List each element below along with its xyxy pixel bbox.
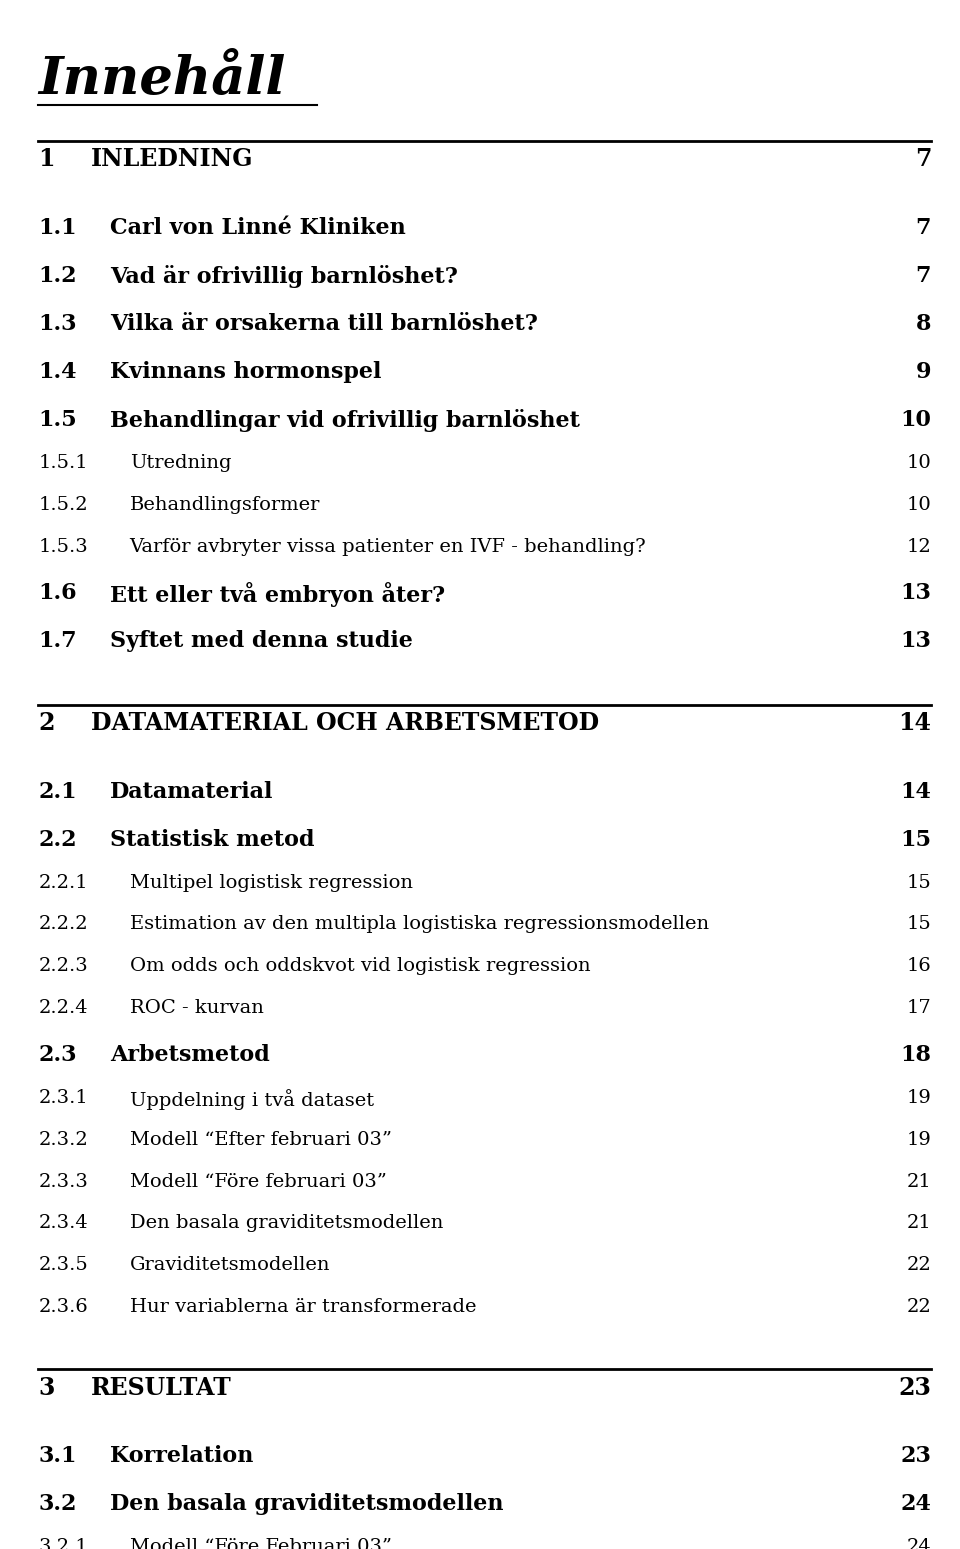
Text: Den basala graviditetsmodellen: Den basala graviditetsmodellen [130,1214,443,1233]
Text: 2.2.2: 2.2.2 [38,915,88,934]
Text: 7: 7 [915,147,931,170]
Text: Modell “Före Februari 03”: Modell “Före Februari 03” [130,1538,392,1549]
Text: Kvinnans hormonspel: Kvinnans hormonspel [110,361,382,383]
Text: 2: 2 [38,711,55,734]
Text: 3.2: 3.2 [38,1493,77,1515]
Text: 15: 15 [906,915,931,934]
Text: Arbetsmetod: Arbetsmetod [110,1044,270,1066]
Text: 2.2.4: 2.2.4 [38,999,88,1018]
Text: Modell “Efter februari 03”: Modell “Efter februari 03” [130,1131,392,1149]
Text: Uppdelning i två dataset: Uppdelning i två dataset [130,1089,373,1111]
Text: 13: 13 [900,582,931,604]
Text: 19: 19 [906,1131,931,1149]
Text: 2.2.3: 2.2.3 [38,957,88,976]
Text: 2.3.3: 2.3.3 [38,1173,88,1191]
Text: Vilka är orsakerna till barnlöshet?: Vilka är orsakerna till barnlöshet? [110,313,539,335]
Text: 1: 1 [38,147,55,170]
Text: 16: 16 [906,957,931,976]
Text: Multipel logistisk regression: Multipel logistisk regression [130,874,413,892]
Text: 2.3: 2.3 [38,1044,77,1066]
Text: 8: 8 [916,313,931,335]
Text: Utredning: Utredning [130,454,231,472]
Text: DATAMATERIAL OCH ARBETSMETOD: DATAMATERIAL OCH ARBETSMETOD [91,711,599,734]
Text: Hur variablerna är transformerade: Hur variablerna är transformerade [130,1298,476,1317]
Text: Syftet med denna studie: Syftet med denna studie [110,630,413,652]
Text: 18: 18 [900,1044,931,1066]
Text: 15: 15 [900,829,931,850]
Text: 1.7: 1.7 [38,630,77,652]
Text: 1.5.1: 1.5.1 [38,454,88,472]
Text: Om odds och oddskvot vid logistisk regression: Om odds och oddskvot vid logistisk regre… [130,957,590,976]
Text: 14: 14 [900,781,931,802]
Text: 1.2: 1.2 [38,265,77,287]
Text: 21: 21 [906,1173,931,1191]
Text: 1.4: 1.4 [38,361,77,383]
Text: 9: 9 [916,361,931,383]
Text: 3.1: 3.1 [38,1445,77,1467]
Text: 17: 17 [906,999,931,1018]
Text: Behandlingsformer: Behandlingsformer [130,496,320,514]
Text: 24: 24 [906,1538,931,1549]
Text: 2.2.1: 2.2.1 [38,874,88,892]
Text: Estimation av den multipla logistiska regressionsmodellen: Estimation av den multipla logistiska re… [130,915,708,934]
Text: 24: 24 [900,1493,931,1515]
Text: 15: 15 [906,874,931,892]
Text: Statistisk metod: Statistisk metod [110,829,315,850]
Text: Korrelation: Korrelation [110,1445,253,1467]
Text: 1.5: 1.5 [38,409,77,431]
Text: 3.2.1: 3.2.1 [38,1538,88,1549]
Text: 1.5.2: 1.5.2 [38,496,88,514]
Text: 2.3.5: 2.3.5 [38,1256,88,1275]
Text: 2.3.4: 2.3.4 [38,1214,88,1233]
Text: 2.1: 2.1 [38,781,77,802]
Text: Graviditetsmodellen: Graviditetsmodellen [130,1256,330,1275]
Text: 12: 12 [906,538,931,556]
Text: 22: 22 [906,1298,931,1317]
Text: 1.3: 1.3 [38,313,77,335]
Text: 7: 7 [916,265,931,287]
Text: Modell “Före februari 03”: Modell “Före februari 03” [130,1173,387,1191]
Text: Datamaterial: Datamaterial [110,781,274,802]
Text: INLEDNING: INLEDNING [91,147,253,170]
Text: Vad är ofrivillig barnlöshet?: Vad är ofrivillig barnlöshet? [110,265,458,288]
Text: Innehåll: Innehåll [38,54,286,105]
Text: 2.3.1: 2.3.1 [38,1089,88,1108]
Text: 14: 14 [899,711,931,734]
Text: Carl von Linné Kliniken: Carl von Linné Kliniken [110,217,406,239]
Text: 23: 23 [899,1376,931,1399]
Text: 10: 10 [900,409,931,431]
Text: 3: 3 [38,1376,55,1399]
Text: Behandlingar vid ofrivillig barnlöshet: Behandlingar vid ofrivillig barnlöshet [110,409,580,432]
Text: RESULTAT: RESULTAT [91,1376,232,1399]
Text: 13: 13 [900,630,931,652]
Text: Den basala graviditetsmodellen: Den basala graviditetsmodellen [110,1493,504,1515]
Text: 1.1: 1.1 [38,217,77,239]
Text: 2.2: 2.2 [38,829,77,850]
Text: 23: 23 [900,1445,931,1467]
Text: 10: 10 [906,454,931,472]
Text: 10: 10 [906,496,931,514]
Text: 21: 21 [906,1214,931,1233]
Text: 1.6: 1.6 [38,582,77,604]
Text: ROC - kurvan: ROC - kurvan [130,999,263,1018]
Text: Varför avbryter vissa patienter en IVF - behandling?: Varför avbryter vissa patienter en IVF -… [130,538,646,556]
Text: 1.5.3: 1.5.3 [38,538,88,556]
Text: 2.3.6: 2.3.6 [38,1298,88,1317]
Text: Ett eller två embryon åter?: Ett eller två embryon åter? [110,582,445,607]
Text: 7: 7 [916,217,931,239]
Text: 22: 22 [906,1256,931,1275]
Text: 19: 19 [906,1089,931,1108]
Text: 2.3.2: 2.3.2 [38,1131,88,1149]
